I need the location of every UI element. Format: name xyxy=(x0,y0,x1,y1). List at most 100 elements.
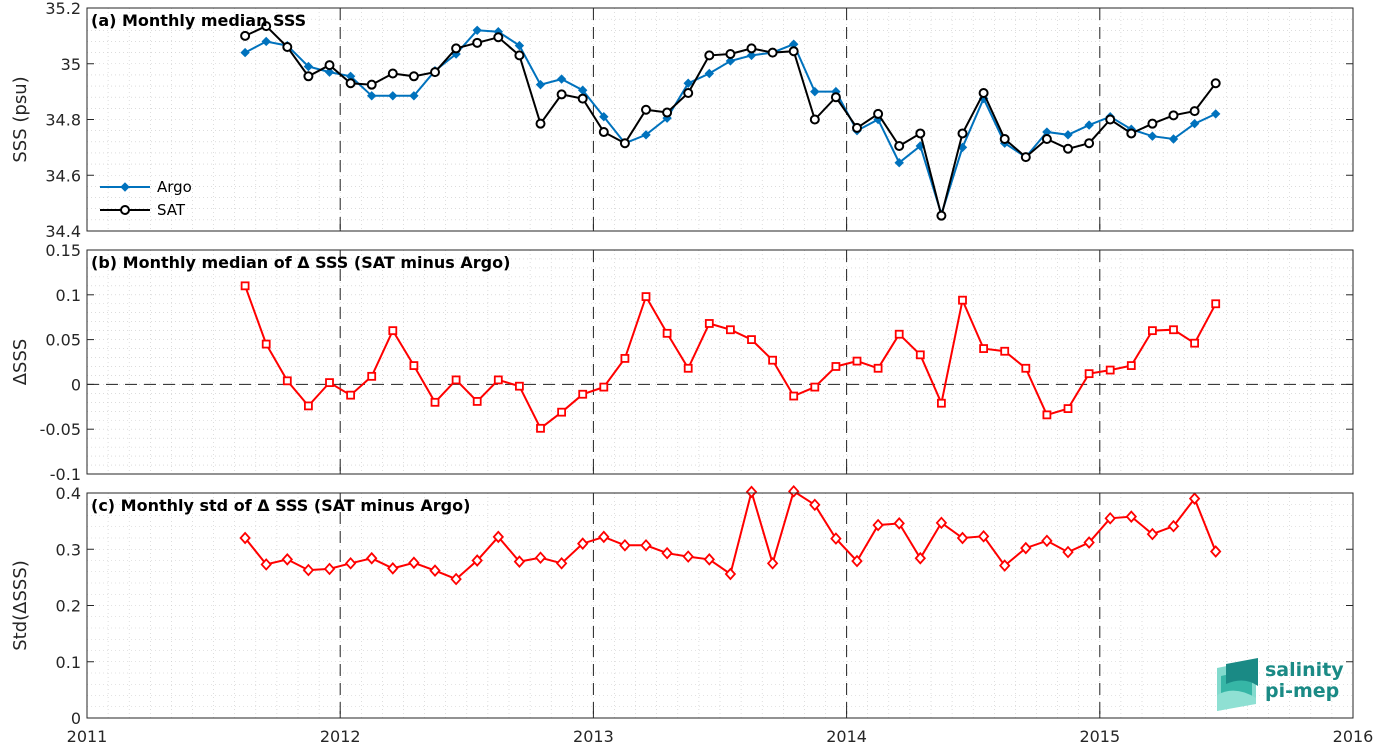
panel-b-point xyxy=(557,407,567,417)
panel-c-point xyxy=(914,551,927,565)
panel-c-grid xyxy=(86,492,1354,719)
panel-a-point xyxy=(472,25,482,36)
legend-sat-label: SAT xyxy=(157,201,186,219)
panel-a: 34.4 34.6 34.8 35 35.2 SSS (psu) (a) Monthly… xyxy=(10,0,1354,241)
panel-a-point xyxy=(746,43,757,54)
panel-c-point xyxy=(281,553,294,566)
panel-a-point xyxy=(704,50,715,61)
panel-a-ylabel: SSS (psu) xyxy=(10,76,31,162)
panel-a-point xyxy=(261,21,272,32)
panel-a-ytick-label: 34.6 xyxy=(45,166,81,185)
xtick-label: 2012 xyxy=(320,727,361,745)
panel-a-point xyxy=(324,67,335,77)
panel-c-point xyxy=(1146,527,1159,541)
panel-b-point xyxy=(937,398,946,408)
panel-a-point xyxy=(303,71,314,82)
panel-a-point xyxy=(1063,143,1074,154)
panel-c-point xyxy=(239,531,251,545)
panel-a-point xyxy=(261,36,271,47)
panel-b-ytick-label: -0.1 xyxy=(50,465,81,484)
panel-a-point xyxy=(1126,128,1137,139)
panel-b-ylabel: ΔSSS xyxy=(10,339,31,386)
xtick-label: 2013 xyxy=(573,727,614,745)
panel-a-point xyxy=(1020,152,1031,163)
panel-c-point xyxy=(745,485,758,499)
panel-c-series xyxy=(239,484,1222,586)
panel-b-point xyxy=(536,423,545,433)
panel-a-point xyxy=(366,79,377,90)
panel-c-point xyxy=(1209,545,1222,558)
panel-a-point xyxy=(683,88,694,99)
panel-c-point xyxy=(893,517,905,530)
panel-c-ytick-label: 0.1 xyxy=(56,653,81,672)
panel-b-point xyxy=(472,397,482,406)
logo-wave-icon xyxy=(1217,658,1258,711)
panel-b-point xyxy=(1063,404,1073,413)
panel-c-point xyxy=(872,518,884,532)
panel-c-point xyxy=(365,551,378,565)
panel-a-point xyxy=(1189,106,1200,117)
panel-c-yticks: 0 0.1 0.2 0.3 0.4 xyxy=(56,484,1354,728)
panel-a-point xyxy=(936,210,947,221)
panel-a-point xyxy=(535,79,546,90)
panel-c-point xyxy=(1188,492,1201,505)
panel-c-point xyxy=(302,563,315,577)
panel-b-point xyxy=(1148,326,1157,336)
panel-b-point xyxy=(325,378,334,388)
panel-c-point xyxy=(640,538,652,552)
panel-c-point xyxy=(661,546,673,560)
panel-a-point xyxy=(873,108,884,119)
panel-a-point xyxy=(662,107,673,118)
panel-a-point xyxy=(1189,118,1200,129)
panel-b-ytick-label: 0.05 xyxy=(45,331,81,350)
panel-b-point xyxy=(683,363,693,373)
panel-b-frame xyxy=(86,249,1354,475)
panel-a-point xyxy=(599,112,609,122)
panel-b-point xyxy=(578,389,588,399)
panel-b-point xyxy=(704,319,714,328)
xtick-label: 2014 xyxy=(826,727,867,745)
panel-b-point xyxy=(852,356,862,366)
panel-b: -0.1 -0.05 0 0.05 0.1 0.15 ΔSSS (b) Monthly m… xyxy=(10,241,1354,484)
panel-a-point xyxy=(1168,134,1179,144)
panel-c-point xyxy=(387,562,399,575)
panel-c-point xyxy=(956,531,969,545)
panel-c-point xyxy=(492,530,505,544)
panel-c-point xyxy=(555,556,568,570)
panel-b-point xyxy=(1042,410,1052,420)
panel-c-point xyxy=(408,556,420,570)
panel-a-point xyxy=(830,92,841,103)
panel-a-point xyxy=(1211,109,1221,119)
panel-a-point xyxy=(894,157,904,168)
panel-c-point xyxy=(1062,545,1074,559)
panel-b-yticks: -0.1 -0.05 0 0.05 0.1 0.15 xyxy=(40,241,1354,484)
panel-a-point xyxy=(810,86,820,97)
panel-b-point xyxy=(873,363,883,373)
panel-c-point xyxy=(809,498,821,512)
panel-a-point xyxy=(556,74,567,84)
panel-b-ytick-label: -0.05 xyxy=(40,420,81,439)
panel-a-title: (a) Monthly median SSS xyxy=(91,11,306,30)
panel-c-point xyxy=(1020,541,1032,555)
panel-b-point xyxy=(747,335,756,345)
panel-b-point xyxy=(768,355,778,365)
panel-c-point xyxy=(1041,534,1053,548)
panel-c-point xyxy=(1104,511,1116,525)
panel-b-point xyxy=(641,292,651,301)
panel-a-point xyxy=(408,71,419,82)
panel-b-ytick-label: 0.15 xyxy=(45,241,81,260)
panel-c-point xyxy=(323,562,336,576)
panel-b-point xyxy=(282,376,292,386)
panel-a-point xyxy=(725,48,736,59)
panel-b-point xyxy=(1000,346,1010,356)
panel-c-point xyxy=(1167,519,1180,533)
panel-c-point xyxy=(576,537,589,550)
panel-a-point xyxy=(472,37,483,48)
panel-b-point xyxy=(894,329,904,339)
panel-a-point xyxy=(1063,130,1073,140)
panel-a-point xyxy=(1147,131,1158,141)
panel-c-point xyxy=(598,530,610,544)
panel-c-point xyxy=(429,564,441,577)
panel-a-point xyxy=(999,134,1010,145)
panel-b-point xyxy=(1169,325,1178,335)
